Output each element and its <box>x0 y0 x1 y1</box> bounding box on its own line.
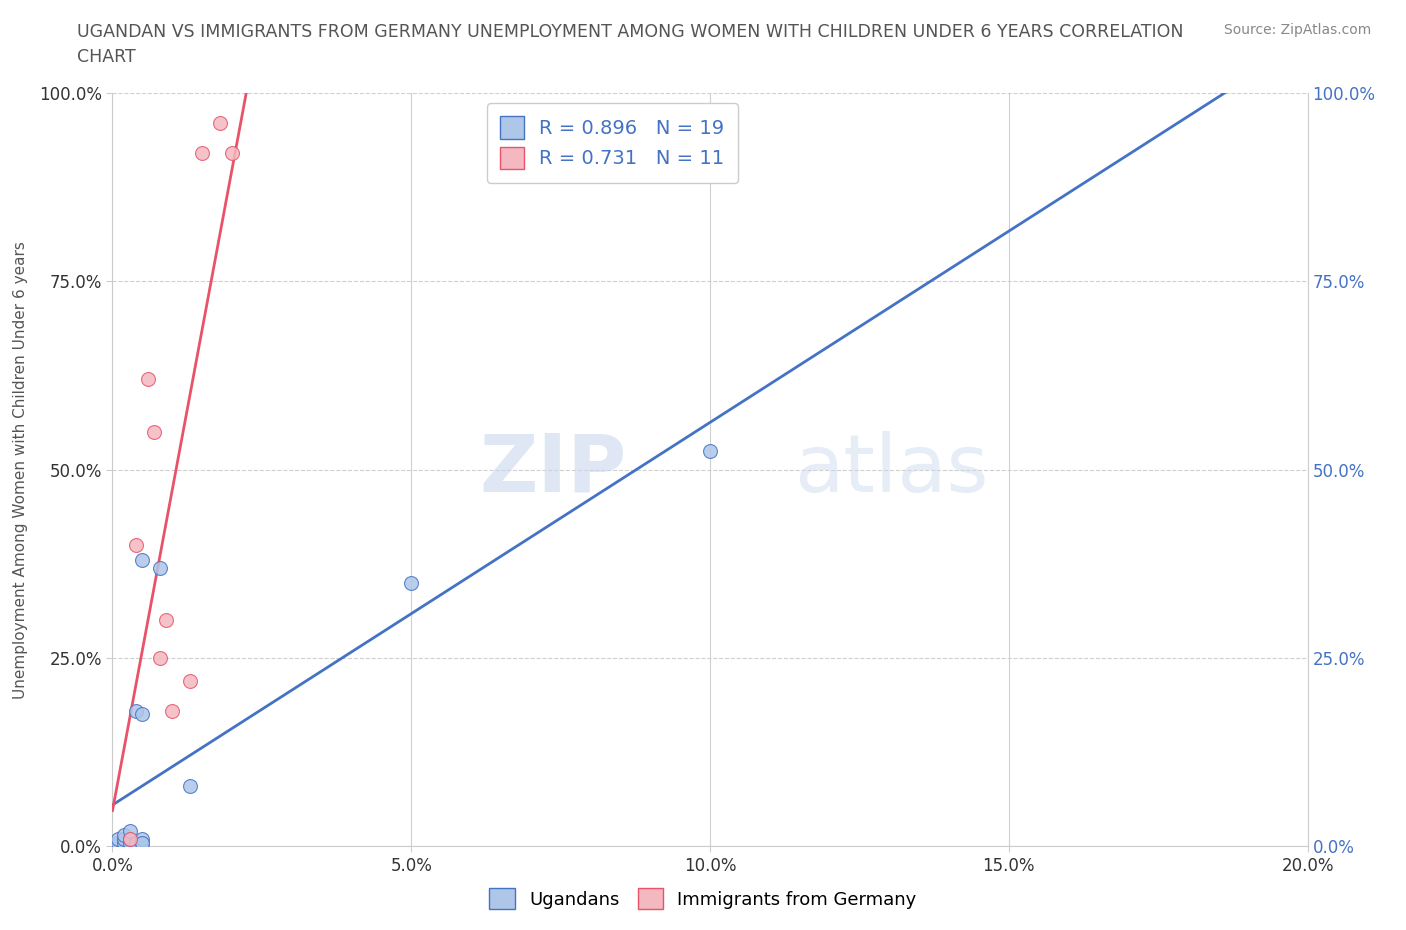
Legend: R = 0.896   N = 19, R = 0.731   N = 11: R = 0.896 N = 19, R = 0.731 N = 11 <box>486 102 738 182</box>
Point <box>162 703 183 718</box>
Text: CHART: CHART <box>77 48 136 66</box>
Point <box>221 146 243 161</box>
Point <box>131 835 153 850</box>
Point <box>179 673 201 688</box>
Point <box>107 831 129 846</box>
Text: Source: ZipAtlas.com: Source: ZipAtlas.com <box>1223 23 1371 37</box>
Point <box>209 115 232 130</box>
Point <box>107 835 129 850</box>
Point <box>114 835 135 850</box>
Point <box>191 146 214 161</box>
Point <box>114 828 135 843</box>
Text: atlas: atlas <box>793 431 988 509</box>
Point <box>120 835 142 850</box>
Point <box>125 703 148 718</box>
Point <box>179 778 201 793</box>
Point <box>143 424 166 440</box>
Point <box>131 831 153 846</box>
Legend: Ugandans, Immigrants from Germany: Ugandans, Immigrants from Germany <box>482 881 924 916</box>
Y-axis label: Unemployment Among Women with Children Under 6 years: Unemployment Among Women with Children U… <box>13 241 28 698</box>
Text: ZIP: ZIP <box>479 431 627 509</box>
Point <box>120 831 142 846</box>
Point <box>114 831 135 846</box>
Point <box>131 707 153 722</box>
Point <box>155 613 177 628</box>
Point <box>125 835 148 850</box>
Point <box>131 552 153 567</box>
Point <box>699 444 721 458</box>
Point <box>131 835 153 850</box>
Point <box>149 651 172 666</box>
Point <box>401 575 423 591</box>
Point <box>120 824 142 839</box>
Point <box>125 538 148 552</box>
Text: UGANDAN VS IMMIGRANTS FROM GERMANY UNEMPLOYMENT AMONG WOMEN WITH CHILDREN UNDER : UGANDAN VS IMMIGRANTS FROM GERMANY UNEMP… <box>77 23 1184 41</box>
Point <box>149 560 172 575</box>
Point <box>138 372 160 387</box>
Point <box>120 831 142 846</box>
